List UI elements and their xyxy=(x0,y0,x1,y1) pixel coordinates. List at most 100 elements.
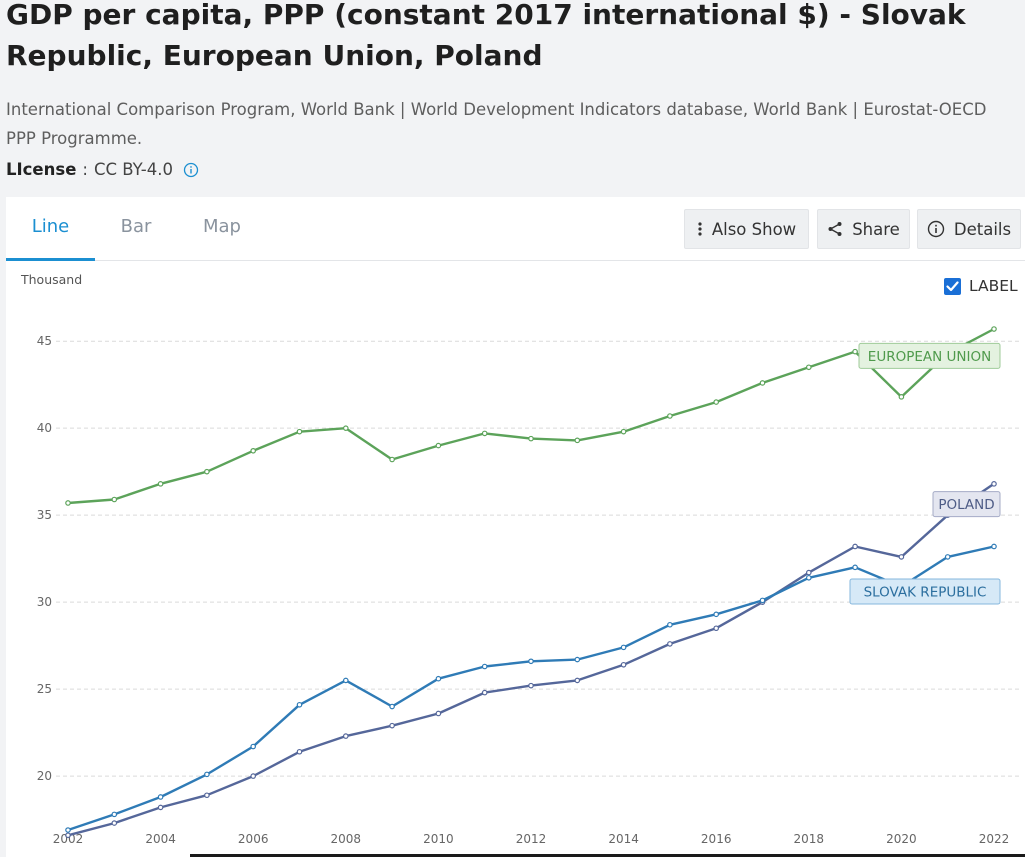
x-tick-label: 2020 xyxy=(886,832,917,846)
vertical-dots-icon xyxy=(698,222,702,236)
data-point-european_union xyxy=(296,428,303,435)
data-point-slovak_republic xyxy=(574,656,581,663)
data-point-european_union xyxy=(667,413,673,419)
series-label-european_union: EUROPEAN UNION xyxy=(868,349,991,365)
data-point-slovak_republic xyxy=(667,621,673,628)
y-tick-label: 40 xyxy=(37,421,52,435)
also-show-button[interactable]: Also Show xyxy=(684,209,809,249)
data-point-poland xyxy=(620,661,627,668)
data-point-poland xyxy=(342,733,349,739)
data-point-slovak_republic xyxy=(944,554,951,560)
data-point-european_union xyxy=(759,380,766,386)
data-point-poland xyxy=(481,689,488,696)
data-point-european_union xyxy=(805,364,812,371)
chart-type-tabs: Line Bar Map Also Show Share Details xyxy=(6,197,1025,261)
data-point-european_union xyxy=(898,394,905,400)
data-point-slovak_republic xyxy=(528,658,534,665)
data-point-slovak_republic xyxy=(389,703,395,710)
data-point-slovak_republic xyxy=(296,701,303,708)
data-point-slovak_republic xyxy=(481,663,488,670)
data-point-european_union xyxy=(65,500,71,506)
data-point-european_union xyxy=(991,326,997,332)
data-point-european_union xyxy=(852,348,858,355)
tab-line[interactable]: Line xyxy=(6,197,95,261)
x-tick-label: 2012 xyxy=(516,832,547,846)
data-point-european_union xyxy=(157,481,164,487)
data-point-slovak_republic xyxy=(157,794,164,800)
series-label-slovak_republic: SLOVAK REPUBLIC xyxy=(864,584,987,600)
data-point-slovak_republic xyxy=(65,827,71,833)
x-tick-label: 2022 xyxy=(979,832,1010,846)
data-point-slovak_republic xyxy=(805,574,812,581)
data-point-poland xyxy=(713,625,720,632)
data-point-slovak_republic xyxy=(435,675,442,682)
license-value: CC BY-4.0 xyxy=(93,160,173,179)
data-point-poland xyxy=(157,804,164,811)
series-label-poland: POLAND xyxy=(938,497,994,513)
data-point-poland xyxy=(991,481,997,487)
series-label-box-poland xyxy=(932,491,1001,518)
series-line-european_union xyxy=(67,327,995,505)
details-button[interactable]: Details xyxy=(917,209,1021,249)
data-point-poland xyxy=(65,832,71,839)
data-point-european_union xyxy=(574,437,581,444)
data-point-european_union xyxy=(528,435,534,442)
label-toggle[interactable]: LABEL xyxy=(944,277,1018,295)
tab-map[interactable]: Map xyxy=(203,216,241,237)
data-point-slovak_republic xyxy=(342,677,349,684)
y-tick-label: 25 xyxy=(37,682,52,696)
x-tick-label: 2014 xyxy=(608,832,639,846)
label-checkbox[interactable] xyxy=(944,277,961,295)
data-point-slovak_republic xyxy=(111,811,118,818)
series-label-box-european_union xyxy=(858,342,1001,369)
data-point-slovak_republic xyxy=(759,597,766,604)
series-label-box-slovak_republic xyxy=(849,578,1001,605)
data-point-poland xyxy=(898,554,905,560)
data-point-poland xyxy=(204,792,210,799)
data-point-poland xyxy=(852,543,858,550)
x-tick-label: 2010 xyxy=(423,832,454,846)
data-point-european_union xyxy=(713,399,720,405)
data-point-poland xyxy=(574,677,581,684)
x-tick-label: 2002 xyxy=(53,832,84,846)
source-text: International Comparison Program, World … xyxy=(6,100,987,148)
page-title: GDP per capita, PPP (constant 2017 inter… xyxy=(6,0,966,72)
data-point-poland xyxy=(389,722,395,729)
data-point-slovak_republic xyxy=(204,771,210,778)
data-point-european_union xyxy=(250,447,257,454)
y-tick-label: 20 xyxy=(37,769,52,783)
data-point-poland xyxy=(667,641,673,647)
data-point-slovak_republic xyxy=(852,564,858,571)
label-toggle-text: LABEL xyxy=(969,277,1018,295)
y-tick-label: 30 xyxy=(37,595,52,609)
data-point-poland xyxy=(296,748,303,755)
data-point-slovak_republic xyxy=(991,543,997,550)
data-point-poland xyxy=(250,773,257,779)
data-point-european_union xyxy=(204,468,210,475)
data-point-poland xyxy=(111,820,118,826)
x-tick-label: 2006 xyxy=(238,832,269,846)
chart-panel: Line Bar Map Also Show Share Details Tho… xyxy=(6,197,1025,857)
line-chart: Thousand 20 25 30 35 40 45 2002 2004 2006 2008 2010… xyxy=(20,272,1021,846)
x-tick-label: 2018 xyxy=(794,832,825,846)
info-icon[interactable] xyxy=(183,162,199,178)
checkmark-icon xyxy=(946,280,959,291)
data-point-poland xyxy=(528,682,534,689)
data-point-poland xyxy=(805,569,812,576)
y-tick-label: 45 xyxy=(37,334,52,348)
bottom-edge xyxy=(190,854,1025,857)
data-point-european_union xyxy=(620,428,627,435)
y-axis-title: Thousand xyxy=(20,272,82,287)
data-point-slovak_republic xyxy=(620,644,627,651)
tab-bar[interactable]: Bar xyxy=(120,216,152,237)
data-point-european_union xyxy=(389,456,395,463)
x-tick-label: 2004 xyxy=(145,832,176,846)
details-label: Details xyxy=(953,219,1012,239)
share-button[interactable]: Share xyxy=(817,209,910,249)
data-point-slovak_republic xyxy=(713,611,720,618)
also-show-label: Also Show xyxy=(711,219,797,239)
data-point-european_union xyxy=(435,442,442,449)
share-icon xyxy=(828,222,842,236)
license-label: LIcense xyxy=(6,160,77,179)
license-line: LIcense : CC BY-4.0 xyxy=(6,156,199,184)
